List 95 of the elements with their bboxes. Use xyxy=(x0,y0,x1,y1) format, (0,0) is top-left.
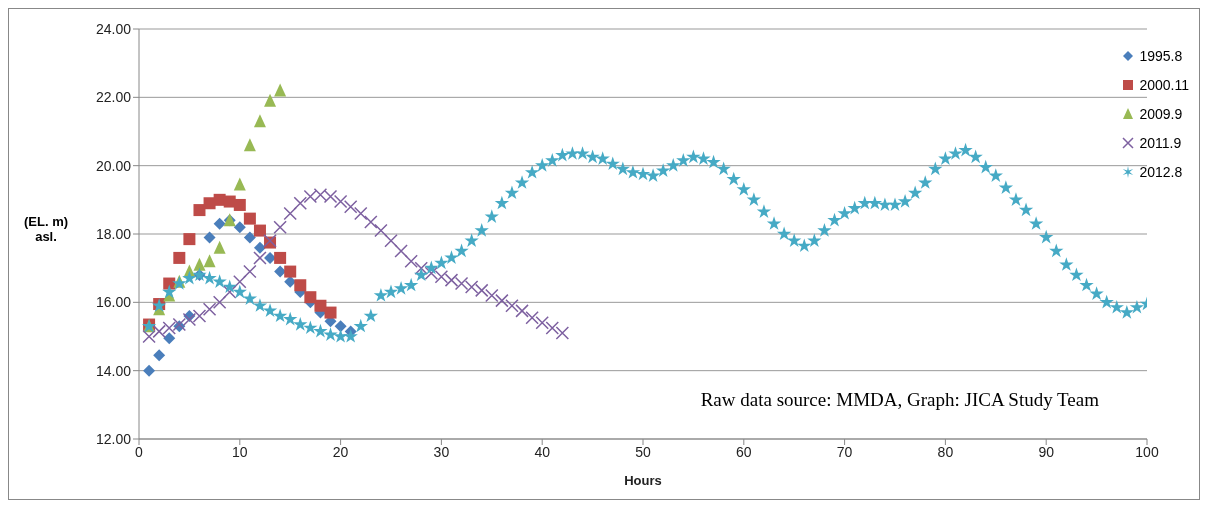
x-tick-label: 70 xyxy=(836,443,853,460)
point xyxy=(424,266,439,281)
x-tick-label: 0 xyxy=(135,443,144,460)
point xyxy=(364,215,378,229)
point xyxy=(354,206,368,221)
point xyxy=(212,295,227,310)
point xyxy=(414,261,428,275)
point xyxy=(505,299,519,313)
x-tick-label: 100 xyxy=(1135,443,1159,460)
x-tick-label: 20 xyxy=(332,443,349,460)
point xyxy=(182,312,197,327)
point xyxy=(193,204,206,217)
point xyxy=(253,251,267,265)
point xyxy=(243,138,256,152)
y-tick-label: 18.00 xyxy=(95,225,132,242)
point xyxy=(535,316,549,330)
annotation: Raw data source: MMDA, Graph: JICA Study Team xyxy=(700,389,1099,411)
y-tick-label: 20.00 xyxy=(95,157,132,174)
point xyxy=(243,264,257,279)
point xyxy=(193,257,206,271)
point xyxy=(495,293,509,308)
point xyxy=(213,240,226,254)
point xyxy=(183,233,196,246)
point xyxy=(464,280,479,294)
x-axis-title: Hours xyxy=(624,473,662,488)
point xyxy=(274,83,287,97)
point xyxy=(173,251,186,264)
legend-label: 2009.9 xyxy=(1139,105,1183,122)
point xyxy=(384,234,398,248)
point xyxy=(274,251,287,264)
point xyxy=(525,310,539,325)
x-tick-label: 40 xyxy=(534,443,551,460)
point xyxy=(192,309,207,323)
point xyxy=(374,223,388,238)
point xyxy=(284,265,297,278)
y-tick-label: 22.00 xyxy=(95,89,132,106)
point xyxy=(143,364,156,377)
y-tick-label: 24.00 xyxy=(95,20,132,37)
point xyxy=(162,321,176,335)
point xyxy=(222,285,237,299)
point xyxy=(394,244,408,258)
point xyxy=(454,276,469,291)
point xyxy=(334,320,347,333)
y-tick-label: 12.00 xyxy=(95,430,132,447)
legend-label: 2012.8 xyxy=(1139,163,1183,180)
point xyxy=(243,231,256,244)
point xyxy=(142,329,156,344)
point xyxy=(203,254,216,268)
point xyxy=(324,306,337,319)
point xyxy=(163,332,176,345)
point xyxy=(253,114,266,128)
point xyxy=(343,199,358,214)
point xyxy=(273,220,287,234)
point xyxy=(152,324,166,339)
y-tick-label: 16.00 xyxy=(95,294,132,311)
point xyxy=(293,196,308,210)
point xyxy=(434,269,449,284)
point xyxy=(314,299,327,312)
point xyxy=(233,177,246,191)
point xyxy=(404,254,418,269)
point xyxy=(253,241,266,254)
x-tick-label: 90 xyxy=(1038,443,1055,460)
point xyxy=(283,206,297,221)
point xyxy=(233,221,246,234)
point xyxy=(243,212,256,225)
point xyxy=(202,302,217,316)
point xyxy=(333,194,348,209)
x-tick-label: 10 xyxy=(232,443,248,460)
y-tick-label: 14.00 xyxy=(95,362,132,379)
point xyxy=(485,288,499,303)
point xyxy=(444,273,459,287)
point xyxy=(303,189,318,204)
legend-label: 1995.8 xyxy=(1139,47,1183,64)
x-tick-label: 80 xyxy=(937,443,954,460)
point xyxy=(233,275,247,289)
legend-label: 2000.11 xyxy=(1139,76,1189,93)
point xyxy=(474,283,489,298)
point xyxy=(203,231,216,244)
point xyxy=(313,187,328,202)
point xyxy=(323,189,338,204)
point xyxy=(213,217,226,230)
point xyxy=(555,326,570,340)
point xyxy=(545,321,560,335)
point xyxy=(264,93,277,107)
legend-label: 2011.9 xyxy=(1139,134,1182,151)
point xyxy=(153,349,166,362)
x-tick-label: 30 xyxy=(433,443,450,460)
point xyxy=(233,198,246,211)
point xyxy=(515,304,529,318)
y-axis-title: (EL. m) asl. xyxy=(22,214,70,244)
point xyxy=(304,291,317,304)
x-tick-label: 60 xyxy=(736,443,752,460)
x-tick-label: 50 xyxy=(635,443,651,460)
point xyxy=(294,279,307,292)
point xyxy=(253,224,266,237)
